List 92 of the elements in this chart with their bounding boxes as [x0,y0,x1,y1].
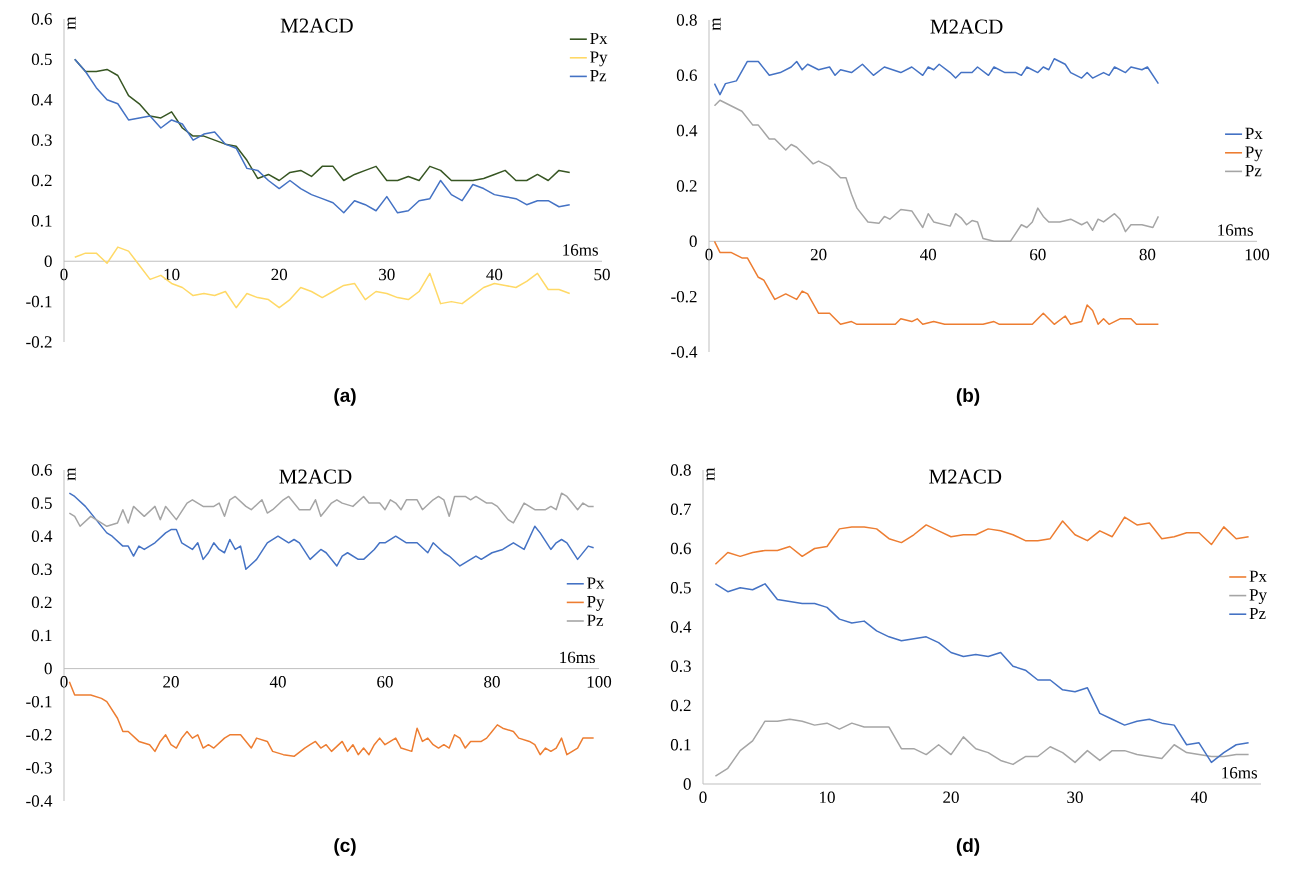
y-tick-label: 0.2 [31,596,52,609]
x-tick-label: 10 [164,268,180,281]
x-tick-label: 80 [1139,248,1156,261]
y-tick-label: 0.4 [31,530,53,542]
line-series [714,516,1250,565]
y-tick-label: -0.4 [671,346,698,358]
x-tick-label: 100 [1245,248,1270,261]
y-tick-label: -0.1 [26,295,52,308]
legend-label: Pz [1245,165,1262,177]
x-tick-label: 0 [60,268,68,281]
y-axis-title: m [67,467,76,481]
line-series [714,583,1250,764]
y-tick-label: 0.8 [670,464,691,476]
x-tick-label: 40 [486,268,503,281]
text: (d) [956,838,980,856]
x-tick-label: 20 [271,268,288,281]
x-tick-label: 50 [594,268,610,281]
x-tick-label: 0 [60,676,68,688]
y-tick-label: 0 [44,662,52,675]
y-tick-label: 0.5 [31,53,52,66]
x-tick-label: 40 [1190,791,1207,803]
line-series [713,57,1160,96]
y-tick-label: 0.1 [670,738,691,751]
y-tick-label: 0.3 [31,563,52,576]
y-tick-label: -0.3 [26,762,52,774]
y-axis-title: m [706,467,715,481]
y-axis-title: m [67,16,76,30]
y-tick-label: 0.6 [676,69,697,82]
y-tick-label: 0.3 [670,660,691,673]
y-tick-label: 0.7 [670,503,691,516]
text: (b) [956,388,980,406]
y-tick-label: 0.2 [670,699,691,712]
x-tick-label: 100 [587,676,612,688]
y-tick-label: 0.8 [676,14,697,26]
y-tick-label: -0.2 [26,729,52,741]
legend-label: Px [1245,127,1263,139]
legend-label: Pz [590,70,607,82]
y-tick-label: 0.6 [31,464,52,476]
legend-label: Py [1245,146,1263,162]
y-tick-label: 0.6 [670,542,691,555]
text: (a) [334,388,356,406]
y-tick-label: -0.2 [26,336,52,348]
x-tick-label: 40 [269,676,286,688]
x-tick-label: 60 [377,676,393,688]
x-axis-title: 16ms [563,244,598,256]
x-tick-label: 60 [1030,248,1046,261]
x-tick-label: 40 [920,248,937,261]
legend-label: Px [590,32,608,44]
y-tick-label: 0.3 [31,134,52,146]
chart-title: M2ACD [930,19,1003,34]
x-axis-title: 16ms [1222,767,1258,779]
x-axis-title: 16ms [560,651,595,664]
chart-title: M2ACD [280,18,353,33]
y-tick-label: 0.2 [31,174,52,187]
x-tick-label: 30 [379,268,395,281]
y-tick-label: 0.5 [670,581,691,594]
x-tick-label: 0 [705,248,713,261]
x-tick-label: 0 [699,791,707,803]
y-tick-label: 0.1 [31,215,52,227]
x-tick-label: 20 [810,248,827,261]
chart-title: M2ACD [279,469,352,484]
legend-label: Pz [587,614,604,626]
legend-label: Py [587,596,605,611]
x-tick-label: 80 [484,676,500,688]
y-tick-label: 0.4 [31,93,53,106]
line-series [74,58,571,214]
y-tick-label: 0.5 [31,497,52,509]
y-tick-label: 0.6 [31,13,52,25]
y-tick-label: 0.4 [670,621,692,633]
x-axis-title: 16ms [1218,224,1253,236]
y-tick-label: 0.4 [676,124,698,137]
y-tick-label: 0 [683,778,691,790]
legend-label: Pz [1249,607,1266,620]
y-tick-label: 0.1 [31,629,52,642]
x-tick-label: 20 [163,676,179,688]
y-tick-label: 0 [689,235,697,248]
legend-label: Px [587,577,605,589]
text: (c) [334,838,356,856]
x-tick-label: 20 [943,791,959,803]
legend-label: Px [1249,570,1267,582]
y-tick-label: -0.4 [26,795,53,807]
x-tick-label: 30 [1067,791,1083,803]
legend-label: Py [1249,589,1267,605]
y-axis-title: m [712,17,721,31]
y-tick-label: -0.2 [671,290,697,303]
y-tick-label: 0.2 [676,180,697,192]
legend-label: Py [590,51,608,67]
line-series [713,99,1160,243]
line-series [68,492,595,571]
x-tick-label: 10 [820,791,835,803]
chart-title: M2ACD [929,469,1002,484]
y-tick-label: -0.1 [26,695,52,708]
